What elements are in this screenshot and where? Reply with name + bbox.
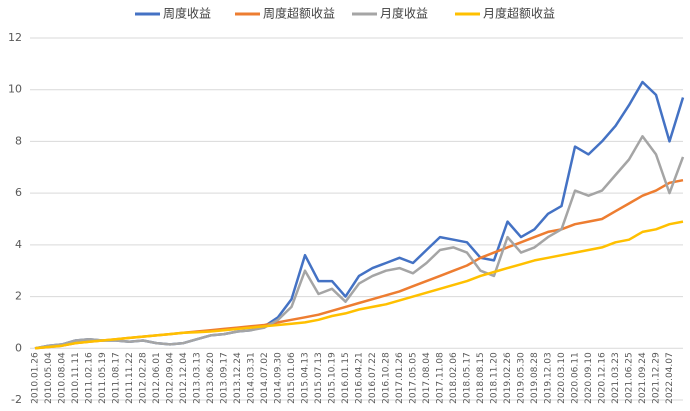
x-tick-label: 2013.06.20 [206,352,216,404]
x-tick-label: 2019.08.28 [530,352,540,404]
y-tick-label: 6 [15,186,22,199]
x-tick-label: 2015.10.19 [328,352,338,404]
x-tick-label: 2014.03.31 [247,352,257,404]
legend-label: 周度超额收益 [263,6,335,21]
x-tick-label: 2022.04.07 [665,352,675,404]
x-tick-label: 2018.02.06 [449,352,459,404]
x-tick-label: 2021.09.24 [638,352,648,404]
series-line [34,135,685,350]
y-tick-label: 12 [8,31,22,44]
x-tick-label: 2016.07.22 [368,352,378,404]
y-tick-label: 8 [15,134,22,147]
x-tick-label: 2017.08.04 [422,352,432,404]
x-tick-label: 2011.08.17 [112,352,122,404]
x-tick-label: 2021.03.23 [611,352,621,404]
legend-label: 月度超额收益 [483,6,555,21]
x-tick-label: 2019.05.30 [517,352,527,404]
legend-label: 周度收益 [163,6,211,21]
x-tick-label: 2012.02.28 [139,352,149,404]
y-tick-label: 10 [8,83,22,96]
x-tick-label: 2012.12.04 [179,352,189,404]
y-tick-label: 0 [15,341,22,354]
x-tick-label: 2013.03.13 [193,352,203,404]
y-tick-label: 4 [15,238,22,251]
x-tick-label: 2011.02.16 [85,352,95,404]
x-tick-label: 2014.09.30 [274,352,284,404]
x-tick-label: 2020.12.16 [598,352,608,404]
x-tick-label: 2019.12.03 [544,352,554,404]
x-tick-label: 2020.06.11 [571,352,581,404]
x-tick-label: 2010.08.04 [58,352,68,404]
x-tick-label: 2012.09.04 [166,352,176,404]
legend-label: 月度收益 [380,6,428,21]
series-line [34,220,684,350]
x-tick-label: 2012.06.01 [152,352,162,404]
x-tick-label: 2018.11.20 [490,352,500,404]
x-tick-label: 2015.01.06 [287,352,297,404]
x-tick-label: 2016.10.28 [382,352,392,404]
x-tick-label: 2019.02.26 [503,352,513,404]
y-tick-label: -2 [11,393,22,406]
x-tick-label: 2017.11.08 [436,352,446,404]
y-tick-label: 2 [15,290,22,303]
x-tick-label: 2017.01.26 [395,352,405,404]
x-tick-label: 2017.05.05 [409,352,419,404]
x-tick-label: 2014.07.02 [260,352,270,404]
x-tick-label: 2020.03.10 [557,352,567,404]
x-tick-label: 2010.05.04 [44,352,54,404]
x-tick-label: 2013.12.24 [233,352,243,404]
series-line [34,178,684,350]
x-tick-label: 2015.07.13 [314,352,324,404]
x-tick-label: 2021.12.29 [652,352,662,404]
x-tick-label: 2011.05.19 [98,352,108,404]
x-tick-label: 2010.01.26 [31,352,41,404]
x-tick-label: 2013.09.17 [220,352,230,404]
x-tick-label: 2010.11.11 [71,352,81,404]
x-tick-label: 2011.11.22 [125,352,135,404]
x-tick-label: 2016.01.15 [341,352,351,404]
x-tick-label: 2018.08.15 [476,352,486,404]
x-tick-label: 2020.09.10 [584,352,594,404]
x-tick-label: 2021.06.25 [625,352,635,404]
x-tick-label: 2016.04.21 [355,352,365,404]
x-tick-label: 2015.04.13 [301,352,311,404]
x-tick-label: 2018.05.17 [463,352,473,404]
